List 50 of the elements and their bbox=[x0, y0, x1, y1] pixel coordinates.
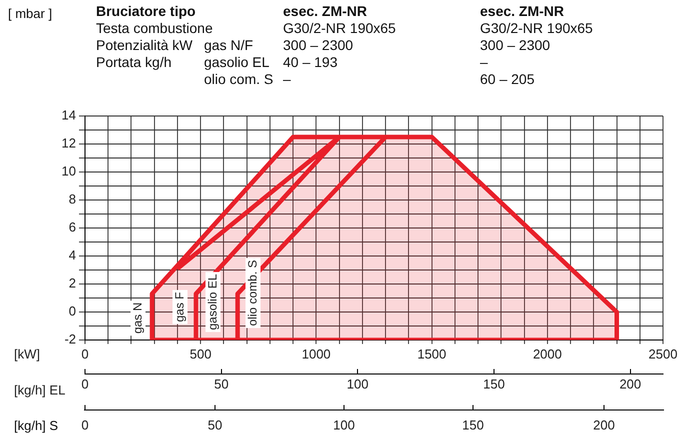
y-tick-label: -2 bbox=[64, 332, 76, 347]
y-tick-label: 4 bbox=[68, 248, 76, 263]
text: 300 – 2300 bbox=[480, 37, 550, 54]
text: – bbox=[283, 71, 291, 88]
text: [kg/h] S bbox=[14, 417, 58, 434]
text: 100 bbox=[333, 418, 355, 432]
text: G30/2-NR 190x65 bbox=[283, 20, 396, 37]
x2-tick-label: 200 bbox=[619, 376, 642, 392]
x2-axis-title: [kg/h] EL bbox=[14, 382, 66, 398]
text: Potenzialità kW bbox=[96, 37, 192, 54]
x-tick-label: 1000 bbox=[302, 346, 331, 362]
x2-tick-label: 0 bbox=[81, 376, 89, 392]
x-tick-label: 0 bbox=[81, 346, 89, 362]
y-tick-label: 2 bbox=[68, 276, 76, 291]
annotation: gasolio EL bbox=[206, 272, 220, 332]
text: 0 bbox=[81, 418, 89, 432]
text: 50 bbox=[208, 418, 222, 432]
text: esec. ZM-NR bbox=[283, 3, 368, 20]
y-tick-label: 6 bbox=[68, 220, 76, 235]
y-tick-label: 10 bbox=[62, 164, 76, 179]
x2-tick-label: 100 bbox=[346, 376, 368, 392]
text: esec. ZM-NR bbox=[480, 3, 564, 20]
text: Testa combustione bbox=[96, 20, 213, 37]
text: 60 – 205 bbox=[480, 71, 534, 88]
text: Portata kg/h bbox=[96, 54, 172, 71]
x-axis-title: [kW] bbox=[14, 346, 40, 362]
text: – bbox=[480, 54, 488, 71]
text: 200 bbox=[593, 418, 615, 432]
annotation: olio comb. S bbox=[246, 258, 260, 328]
text: 40 – 193 bbox=[283, 54, 338, 71]
x2-tick-label: 50 bbox=[214, 376, 229, 392]
text: Bruciatore tipo bbox=[96, 3, 196, 20]
text: G30/2-NR 190x65 bbox=[480, 20, 593, 37]
text: 150 bbox=[462, 418, 484, 432]
y-tick-label: 12 bbox=[62, 136, 76, 151]
y-tick-label: 8 bbox=[68, 192, 76, 207]
text: gas N/F bbox=[204, 37, 254, 54]
text: 300 – 2300 bbox=[283, 37, 354, 54]
annotation: gas F bbox=[172, 290, 188, 324]
x-tick-label: 2000 bbox=[532, 346, 562, 362]
x2-tick-label: 150 bbox=[483, 376, 505, 392]
x-tick-label: 500 bbox=[190, 346, 212, 362]
x-tick-label: 1500 bbox=[417, 346, 446, 362]
annotation: gas N bbox=[130, 300, 146, 336]
text: [ mbar ] bbox=[8, 5, 52, 22]
x-tick-label: 2500 bbox=[648, 346, 678, 362]
text: gasolio EL bbox=[204, 54, 270, 71]
y-tick-label: 14 bbox=[62, 108, 76, 123]
text: olio com. S bbox=[204, 71, 274, 88]
y-tick-label: 0 bbox=[68, 304, 76, 319]
